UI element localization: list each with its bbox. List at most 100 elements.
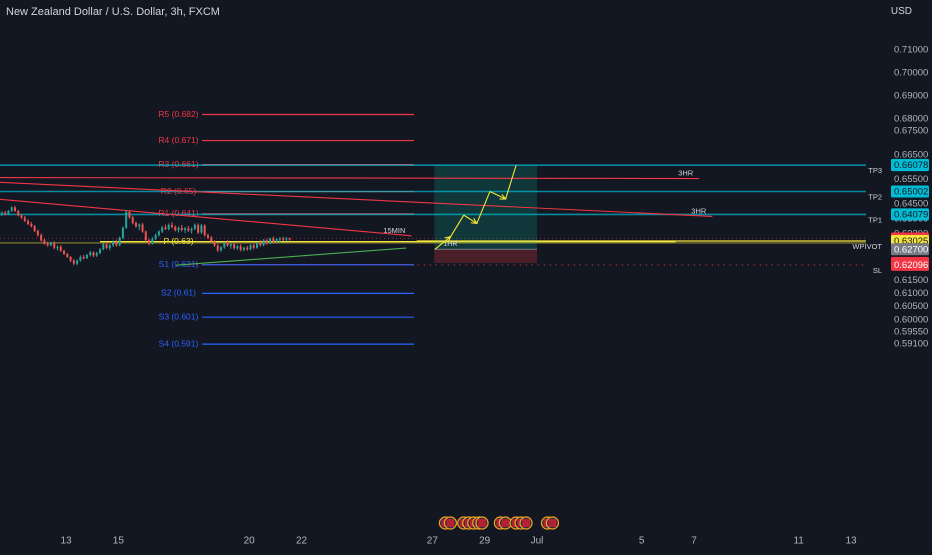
projection-segment [476,191,491,224]
stop-zone [434,249,537,263]
candle-body [154,235,157,239]
candle-body [43,240,46,244]
price-tag-box [891,208,929,221]
y-tick-label: 0.65500 [894,174,928,185]
candle-body [249,245,252,250]
candle-body [223,242,226,248]
target-label: SL [873,266,882,275]
candle-body [161,227,164,232]
candle-body [233,244,236,249]
price-tag: 0.64079 [891,208,929,220]
candle-body [226,242,229,246]
projection-segment [489,191,506,200]
candle-body [269,238,272,244]
candle-body [206,235,209,238]
y-tick-label: 0.67500 [894,126,928,137]
x-tick-label: 15 [113,536,125,547]
candle-body [177,227,180,231]
candle-body [278,238,281,240]
candle-body [56,246,59,248]
candle-body [167,224,170,229]
candle-body [200,225,203,233]
pivot-level-label: R5 (0.682) [158,109,198,119]
candle-body [148,240,151,244]
candle-body [210,237,213,242]
price-tag-text: 0.65002 [894,187,928,198]
price-tag-text: 0.64079 [894,209,928,220]
pivot-level-label: R1 (0.641) [158,208,198,218]
candle-body [197,224,200,233]
candle-body [174,226,177,231]
y-tick-label: 0.59550 [894,326,928,337]
price-tag: 0.62096 [891,258,929,271]
candle-body [46,243,49,246]
candle-body [246,247,249,250]
projection-segment [434,236,451,250]
candle-body [0,212,3,214]
candle-body [220,247,223,251]
price-tag-text: 0.62096 [894,260,928,271]
candle-body [13,207,16,211]
candle-body [170,224,173,227]
price-tag-box [891,159,929,172]
candle-body [30,223,33,227]
candle-body [184,228,187,230]
x-tick-label: Jul [531,536,544,547]
event-flag-icon-fill [446,519,455,527]
price-tag: 0.66078 [891,159,929,171]
candle-body [187,228,190,231]
candle-body [125,211,128,228]
candle-body [193,224,196,229]
y-tick-label: 0.68000 [894,114,928,125]
candle-body [213,241,216,246]
candle-body [128,211,131,218]
candle-body [23,217,26,221]
candle-body [108,245,111,249]
candle-body [85,254,88,259]
candle-body [27,220,30,224]
candle-body [190,228,193,231]
candle-body [203,225,206,236]
price-tag-box [891,243,929,256]
pivot-level-label: P (0.63) [163,236,193,246]
candle-body [180,227,183,230]
candle-body [275,239,278,242]
candle-body [262,240,265,246]
y-tick-label: 0.60500 [894,301,928,312]
pivot-level-label: S1 (0.621) [159,259,199,269]
candle-body [112,241,115,246]
candle-body [164,227,167,229]
candle-body [36,230,39,236]
price-tag-box [891,185,929,198]
candle-body [272,238,275,242]
candle-body [256,243,259,248]
candle-body [236,246,239,249]
y-tick-label: 0.61000 [894,288,928,299]
pivot-level-label: S3 (0.601) [159,311,199,321]
candle-body [121,227,124,238]
price-tag-text: 0.63025 [894,236,928,247]
candle-body [40,235,43,241]
trendline-label: 15MIN [383,226,405,235]
trendline [0,198,412,237]
event-flag-icon-fill [478,519,487,527]
x-tick-label: 22 [296,536,308,547]
target-label: WPIVOT [852,242,882,251]
candle-body [252,245,255,248]
event-flag-icon-fill [548,519,557,527]
candle-body [33,226,36,231]
trendline [0,181,713,217]
candle-body [53,242,56,248]
candle-body [82,256,85,259]
x-tick-label: 13 [60,536,72,547]
candle-body [72,260,75,264]
y-tick-label: 0.69000 [894,90,928,101]
projection-segment [450,214,465,237]
candle-body [66,253,69,257]
price-tag-text: 0.62700 [894,244,928,255]
price-tag: 0.65002 [891,185,929,198]
candle-body [10,207,13,211]
pivot-level-label: R4 (0.671) [158,135,198,145]
x-tick-label: 5 [639,536,645,547]
